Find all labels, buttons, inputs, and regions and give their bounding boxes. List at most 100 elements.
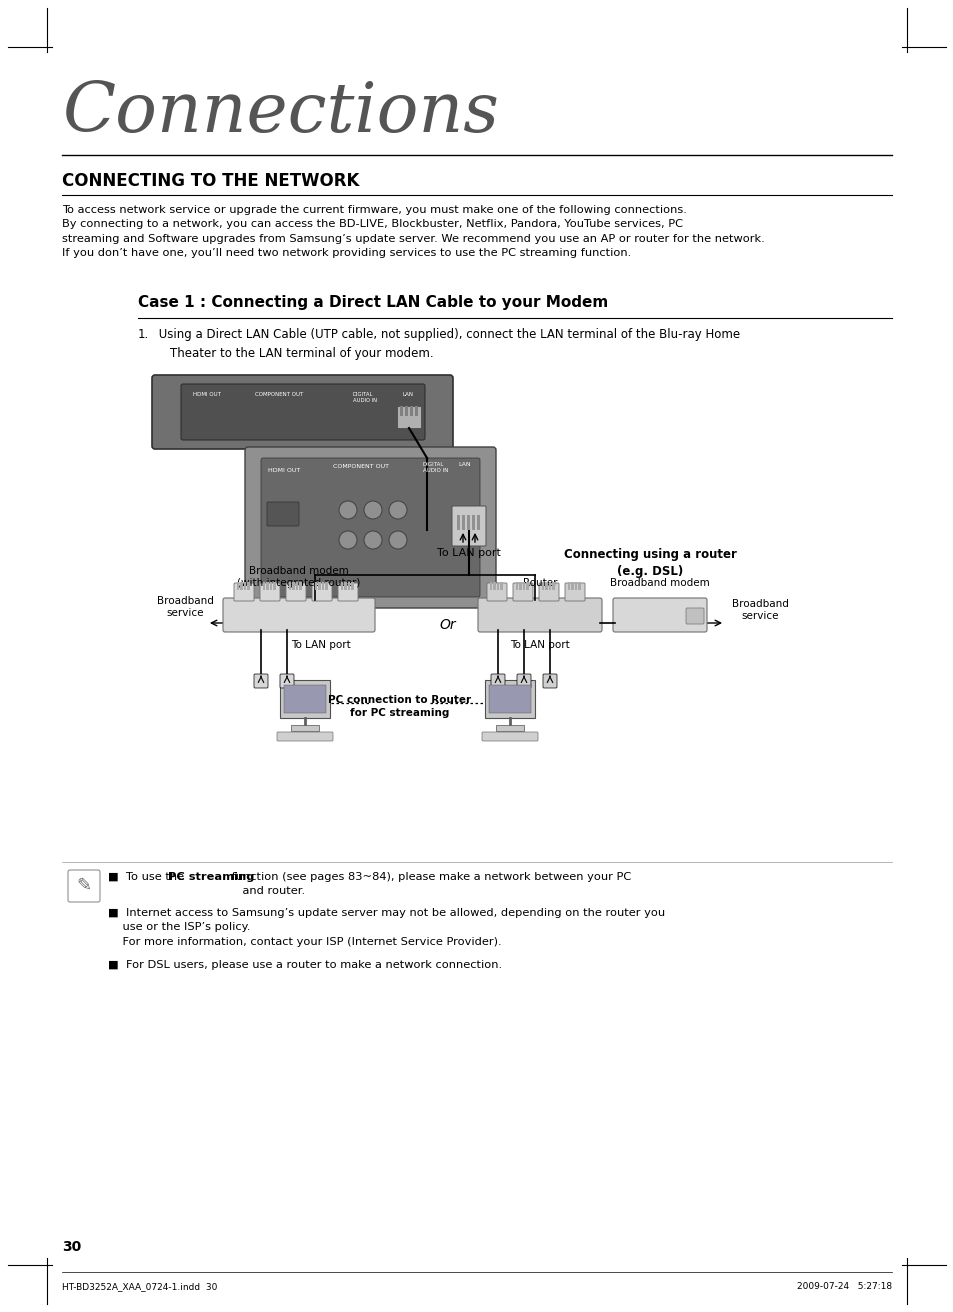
Bar xyxy=(351,583,354,590)
Bar xyxy=(415,405,417,416)
Text: DIGITAL
AUDIO IN: DIGITAL AUDIO IN xyxy=(422,462,448,472)
Text: function (see pages 83~84), please make a network between your PC
    and router: function (see pages 83~84), please make … xyxy=(228,872,631,896)
Circle shape xyxy=(364,501,381,520)
Text: HDMI OUT: HDMI OUT xyxy=(193,392,221,398)
FancyBboxPatch shape xyxy=(685,607,703,625)
Circle shape xyxy=(364,531,381,548)
Bar xyxy=(575,583,577,590)
FancyBboxPatch shape xyxy=(312,583,332,601)
Text: Using a Direct LAN Cable (UTP cable, not supplied), connect the LAN terminal of : Using a Direct LAN Cable (UTP cable, not… xyxy=(154,328,740,359)
Text: 2009-07-24   5:27:18: 2009-07-24 5:27:18 xyxy=(796,1282,891,1291)
FancyBboxPatch shape xyxy=(253,674,268,687)
Bar xyxy=(467,516,470,530)
Bar xyxy=(522,583,525,590)
FancyBboxPatch shape xyxy=(542,674,557,687)
Text: ■  To use the: ■ To use the xyxy=(108,872,188,882)
Bar xyxy=(293,583,294,590)
FancyBboxPatch shape xyxy=(260,583,280,601)
Text: To access network service or upgrade the current firmware, you must make one of : To access network service or upgrade the… xyxy=(62,205,764,258)
Bar xyxy=(548,583,551,590)
Bar xyxy=(410,405,413,416)
Text: 1.: 1. xyxy=(138,328,149,341)
Bar xyxy=(318,583,320,590)
Text: CONNECTING TO THE NETWORK: CONNECTING TO THE NETWORK xyxy=(62,172,359,190)
FancyBboxPatch shape xyxy=(280,674,294,687)
Bar xyxy=(496,726,523,731)
Text: Broadband modem: Broadband modem xyxy=(610,579,709,588)
Circle shape xyxy=(338,501,356,520)
Text: PC streaming: PC streaming xyxy=(168,872,254,882)
Bar xyxy=(280,680,330,718)
Text: Connecting using a router
(e.g. DSL): Connecting using a router (e.g. DSL) xyxy=(563,548,736,579)
Bar xyxy=(484,680,535,718)
FancyBboxPatch shape xyxy=(477,598,601,632)
FancyBboxPatch shape xyxy=(337,583,357,601)
FancyBboxPatch shape xyxy=(223,598,375,632)
FancyBboxPatch shape xyxy=(181,384,424,440)
Text: PC connection to Router
for PC streaming: PC connection to Router for PC streaming xyxy=(328,695,471,718)
Bar xyxy=(274,583,275,590)
FancyBboxPatch shape xyxy=(233,583,253,601)
Bar xyxy=(263,583,265,590)
Circle shape xyxy=(338,531,356,548)
Text: HDMI OUT: HDMI OUT xyxy=(268,468,300,474)
Bar xyxy=(545,583,547,590)
Text: Broadband modem
(with integrated router): Broadband modem (with integrated router) xyxy=(237,565,360,588)
Text: COMPONENT OUT: COMPONENT OUT xyxy=(333,464,389,468)
FancyBboxPatch shape xyxy=(286,583,306,601)
Bar xyxy=(552,583,555,590)
Text: ✎: ✎ xyxy=(76,876,91,895)
Bar xyxy=(291,726,318,731)
Bar xyxy=(500,583,502,590)
Bar xyxy=(314,583,317,590)
Text: Broadband
service: Broadband service xyxy=(156,596,213,618)
FancyBboxPatch shape xyxy=(481,732,537,741)
Bar xyxy=(289,583,292,590)
Text: ■  For DSL users, please use a router to make a network connection.: ■ For DSL users, please use a router to … xyxy=(108,960,501,970)
Bar xyxy=(571,583,574,590)
Text: HT-BD3252A_XAA_0724-1.indd  30: HT-BD3252A_XAA_0724-1.indd 30 xyxy=(62,1282,217,1291)
Bar xyxy=(493,583,496,590)
Bar xyxy=(516,583,518,590)
Bar xyxy=(399,405,402,416)
Bar xyxy=(567,583,570,590)
Bar xyxy=(348,583,350,590)
Text: DIGITAL
AUDIO IN: DIGITAL AUDIO IN xyxy=(353,392,376,403)
FancyBboxPatch shape xyxy=(513,583,533,601)
Bar xyxy=(299,583,302,590)
Bar xyxy=(456,516,459,530)
Bar xyxy=(270,583,273,590)
Bar xyxy=(236,583,239,590)
FancyBboxPatch shape xyxy=(538,583,558,601)
FancyBboxPatch shape xyxy=(261,458,479,597)
FancyBboxPatch shape xyxy=(267,502,298,526)
Bar xyxy=(461,516,464,530)
Bar xyxy=(284,685,326,712)
Bar xyxy=(489,685,531,712)
Bar xyxy=(490,583,492,590)
Text: Broadband
service: Broadband service xyxy=(731,598,787,621)
FancyBboxPatch shape xyxy=(152,375,453,449)
FancyBboxPatch shape xyxy=(613,598,706,632)
Text: To LAN port: To LAN port xyxy=(436,548,500,558)
Bar xyxy=(247,583,250,590)
Text: To LAN port: To LAN port xyxy=(510,640,569,649)
Text: COMPONENT OUT: COMPONENT OUT xyxy=(254,392,303,398)
Bar xyxy=(325,583,328,590)
Bar xyxy=(396,405,420,428)
Bar xyxy=(497,583,499,590)
Circle shape xyxy=(389,501,407,520)
FancyBboxPatch shape xyxy=(517,674,531,687)
Text: Connections: Connections xyxy=(62,80,498,147)
FancyBboxPatch shape xyxy=(491,674,504,687)
Text: Router: Router xyxy=(522,579,557,588)
Text: Case 1 : Connecting a Direct LAN Cable to your Modem: Case 1 : Connecting a Direct LAN Cable t… xyxy=(138,295,608,310)
Text: LAN: LAN xyxy=(402,392,414,398)
Circle shape xyxy=(389,531,407,548)
Text: ■  Internet access to Samsung’s update server may not be allowed, depending on t: ■ Internet access to Samsung’s update se… xyxy=(108,908,664,947)
Bar xyxy=(578,583,580,590)
FancyBboxPatch shape xyxy=(68,870,100,903)
FancyBboxPatch shape xyxy=(452,506,485,546)
Bar xyxy=(266,583,269,590)
FancyBboxPatch shape xyxy=(276,732,333,741)
